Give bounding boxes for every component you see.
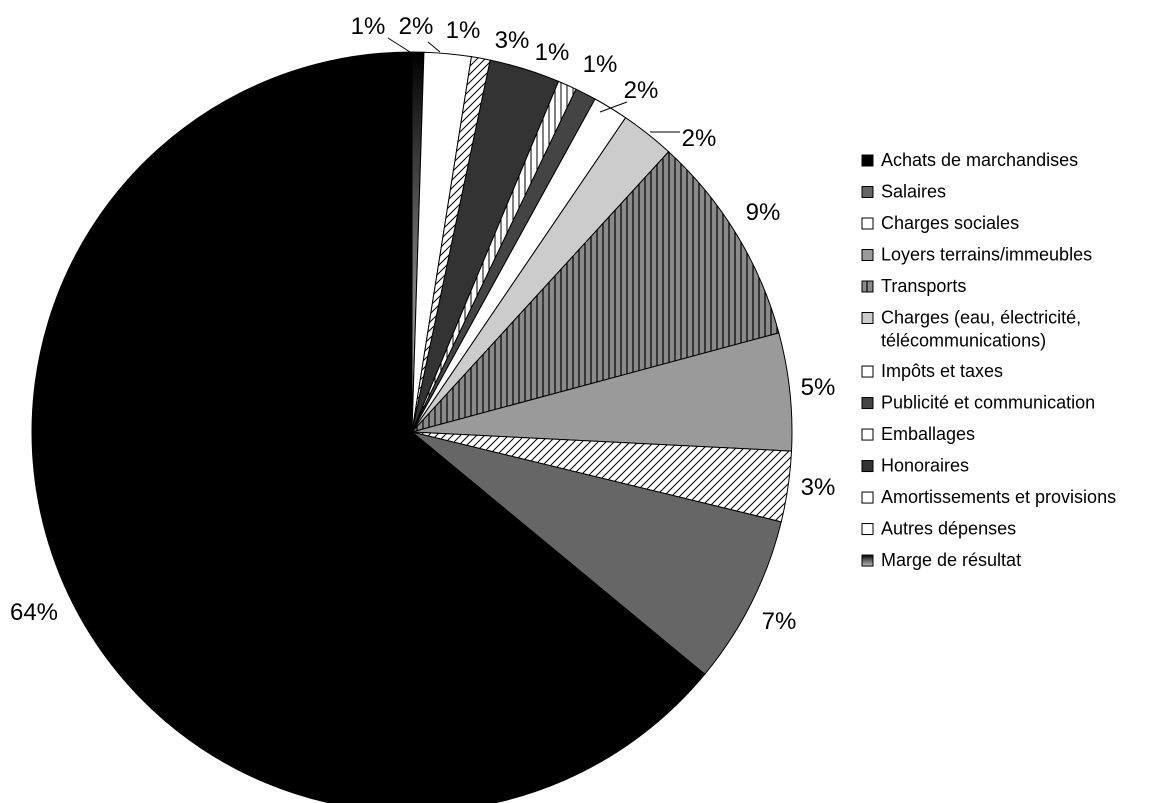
leader-line-impots-et-taxes <box>599 101 628 113</box>
legend-label-loyers-terrains-immeubles: Loyers terrains/immeubles <box>881 245 1092 265</box>
legend-swatch-charges-sociales <box>861 217 874 230</box>
pie-value-labels: 2% 1% 3% 1% 1%2%2%9%5%3%7%64%1% <box>10 13 835 635</box>
legend-swatch-emballages <box>861 428 874 441</box>
legend-swatch-achats-de-marchandises <box>861 154 874 167</box>
value-label-amortissements-et-provisions: 1% <box>446 17 481 44</box>
legend-label-charges-eau-electricite-telecommunications: télécommunications) <box>881 331 1046 351</box>
value-label-autres-depenses: 2% <box>399 13 434 40</box>
legend-label-emballages: Emballages <box>881 424 975 444</box>
legend-label-autres-depenses: Autres dépenses <box>881 519 1016 539</box>
legend-label-publicite-et-communication: Publicité et communication <box>881 393 1095 413</box>
pie-slices <box>31 51 793 803</box>
value-label-loyers-terrains-immeubles: 5% <box>801 374 836 401</box>
legend-swatch-marge-de-resultat <box>861 554 874 567</box>
legend-swatch-impots-et-taxes <box>861 365 874 378</box>
legend-swatch-honoraires <box>861 460 874 473</box>
legend-label-amortissements-et-provisions: Amortissements et provisions <box>881 487 1116 507</box>
legend-swatch-salaires <box>861 186 874 198</box>
value-label-impots-et-taxes: 2% <box>624 77 659 104</box>
legend-swatch-publicite-et-communication <box>861 397 874 410</box>
value-label-honoraires: 3% <box>495 27 530 54</box>
legend-label-charges-eau-electricite-telecommunications: Charges (eau, électricité, <box>881 308 1081 328</box>
value-label-marge-de-resultat: 1% <box>351 13 386 40</box>
legend-label-transports: Transports <box>881 276 966 296</box>
legend-swatch-charges-eau-electricite-telecommunications <box>861 312 874 324</box>
leader-line-marge-de-resultat <box>387 37 411 53</box>
value-label-transports: 9% <box>746 199 781 226</box>
legend-swatch-amortissements-et-provisions <box>861 491 874 504</box>
legend-label-marge-de-resultat: Marge de résultat <box>881 550 1021 570</box>
legend-label-charges-sociales: Charges sociales <box>881 213 1019 233</box>
value-label-publicite-et-communication: 1% <box>583 51 618 78</box>
legend-label-achats-de-marchandises: Achats de marchandises <box>881 150 1078 170</box>
legend-label-impots-et-taxes: Impôts et taxes <box>881 361 1003 381</box>
legend-swatch-autres-depenses <box>861 523 874 536</box>
value-label-emballages: 1% <box>535 39 570 66</box>
value-label-charges-sociales: 3% <box>801 474 836 501</box>
value-label-achats-de-marchandises: 64% <box>10 599 58 626</box>
legend-label-salaires: Salaires <box>881 182 946 202</box>
pie-slice-salaires <box>411 431 782 675</box>
pie-slice-transports <box>410 151 780 433</box>
value-label-charges-eau-electricite-telecommunications: 2% <box>682 125 717 152</box>
leader-line-autres-depenses <box>427 41 441 53</box>
legend-label-honoraires: Honoraires <box>881 456 969 476</box>
legend-swatch-loyers-terrains-immeubles <box>861 249 874 261</box>
chart-legend: Achats de marchandises Salaires Charges so… <box>861 150 1116 570</box>
legend-swatch-transports <box>861 280 874 293</box>
value-label-salaires: 7% <box>762 608 797 635</box>
leader-lines <box>387 37 680 133</box>
pie-slice-achats-de-marchandises <box>31 51 706 803</box>
